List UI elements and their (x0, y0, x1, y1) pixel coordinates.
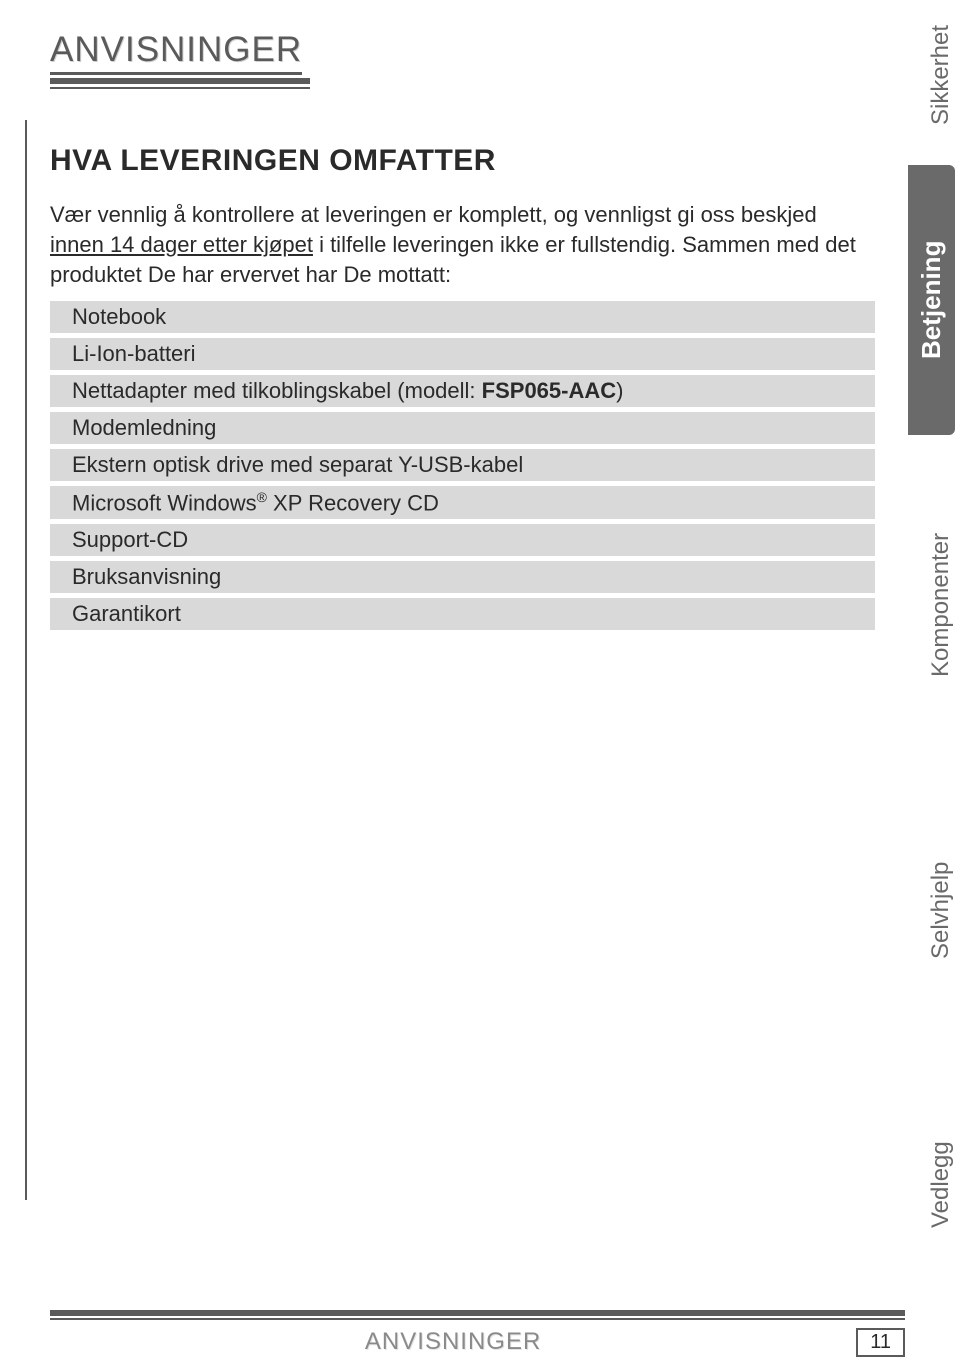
list-item: Garantikort (50, 598, 875, 630)
item-bold: FSP065-AAC (482, 378, 616, 403)
left-margin-rule (25, 120, 27, 1200)
tab-komponenter[interactable]: Komponenter (927, 470, 955, 740)
chapter-rule-thick (50, 78, 310, 84)
list-item: Nettadapter med tilkoblingskabel (modell… (50, 375, 875, 407)
tab-selvhjelp[interactable]: Selvhjelp (927, 810, 955, 1010)
list-item: Ekstern optisk drive med separat Y-USB-k… (50, 449, 875, 481)
item-suffix: XP Recovery CD (267, 490, 439, 515)
page-container: ANVISNINGER HVA LEVERINGEN OMFATTER Vær … (0, 0, 960, 1370)
chapter-rule-thin (50, 87, 310, 89)
list-item: Bruksanvisning (50, 561, 875, 593)
footer-rule-thin (50, 1318, 905, 1320)
list-item: Li-Ion-batteri (50, 338, 875, 370)
section-title: HVA LEVERINGEN OMFATTER (50, 144, 875, 178)
intro-paragraph: Vær vennlig å kontrollere at leveringen … (50, 200, 875, 291)
items-list: Notebook Li-Ion-batteri Nettadapter med … (50, 301, 875, 630)
list-item: Modemledning (50, 412, 875, 444)
side-tabs: Sikkerhet Betjening Komponenter Selvhjel… (905, 0, 955, 1250)
item-prefix: Nettadapter med tilkoblingskabel (modell… (72, 378, 482, 403)
page-number: 11 (856, 1328, 905, 1357)
chapter-title: ANVISNINGER (50, 30, 302, 75)
item-superscript: ® (257, 489, 267, 505)
item-suffix: ) (616, 378, 623, 403)
footer-title: ANVISNINGER (365, 1328, 541, 1356)
item-prefix: Microsoft Windows (72, 490, 257, 515)
page-footer: ANVISNINGER 11 (50, 1310, 905, 1350)
list-item: Microsoft Windows® XP Recovery CD (50, 486, 875, 519)
list-item: Support-CD (50, 524, 875, 556)
tab-vedlegg[interactable]: Vedlegg (927, 1095, 955, 1275)
tab-sikkerhet[interactable]: Sikkerhet (927, 0, 955, 160)
list-item: Notebook (50, 301, 875, 333)
paragraph-underlined: innen 14 dager etter kjøpet (50, 232, 313, 257)
paragraph-pre: Vær vennlig å kontrollere at leveringen … (50, 202, 817, 227)
tab-betjening[interactable]: Betjening (908, 165, 955, 435)
footer-rule-thick (50, 1310, 905, 1316)
chapter-header: ANVISNINGER (50, 30, 875, 89)
footer-row: ANVISNINGER 11 (50, 1328, 905, 1357)
